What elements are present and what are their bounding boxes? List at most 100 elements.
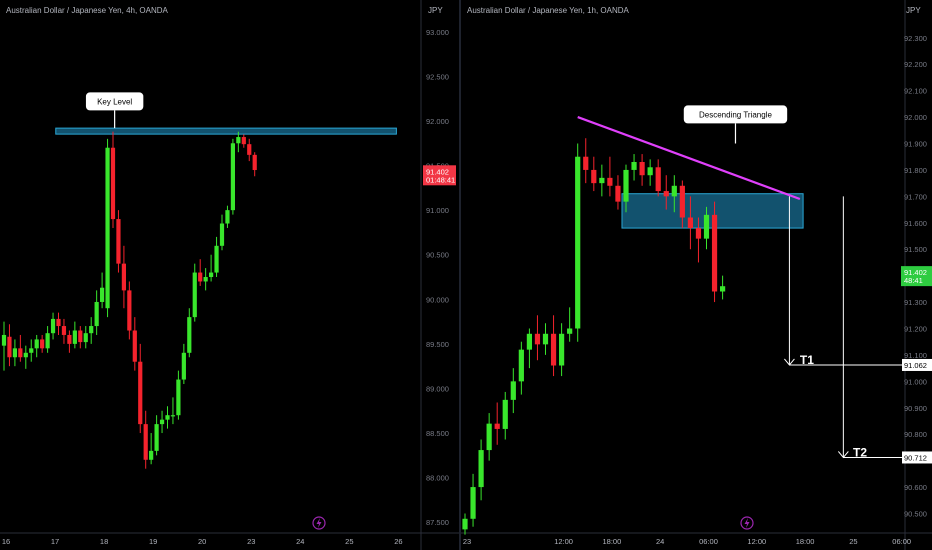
candle-body bbox=[225, 210, 230, 224]
candle-body bbox=[575, 156, 581, 329]
y-tick-label: 87.500 bbox=[426, 518, 449, 527]
candle-body bbox=[40, 339, 45, 349]
x-tick-label: 19 bbox=[149, 537, 157, 546]
x-tick-label: 25 bbox=[345, 537, 353, 546]
x-tick-label: 12:00 bbox=[554, 537, 573, 546]
level-price-tag bbox=[902, 451, 932, 464]
y-tick-label: 91.800 bbox=[904, 166, 927, 175]
candle-body bbox=[154, 424, 159, 451]
y-tick-label: 90.800 bbox=[904, 430, 927, 439]
candle-body bbox=[230, 143, 235, 211]
x-tick-label: 06:00 bbox=[699, 537, 718, 546]
y-tick-label: 92.100 bbox=[904, 87, 927, 96]
y-tick-label: 92.500 bbox=[426, 72, 449, 81]
chart-panel-1h[interactable]: 90.50090.60090.70090.80090.90091.00091.1… bbox=[461, 0, 932, 550]
chart-title-1h: Australian Dollar / Japanese Yen, 1h, OA… bbox=[467, 6, 629, 15]
chart-4h[interactable]: 87.500 88.000 88.500 89.000 89.500 90.000 90.5… bbox=[0, 0, 461, 550]
level-price-text: 90.712 bbox=[904, 453, 927, 462]
candle-body bbox=[671, 185, 677, 197]
candle-body bbox=[679, 185, 685, 218]
current-price-countdown: 01:48:41 bbox=[426, 175, 455, 184]
candle-body bbox=[83, 333, 88, 343]
callout-box bbox=[85, 92, 144, 111]
candle-body bbox=[478, 450, 484, 488]
candle-body bbox=[29, 348, 34, 353]
candle-body bbox=[176, 379, 181, 416]
y-tick-label: 93.000 bbox=[426, 28, 449, 37]
candle-body bbox=[607, 177, 613, 186]
x-tick-label: 18 bbox=[100, 537, 108, 546]
chart-panel-4h[interactable]: 87.500 88.000 88.500 89.000 89.500 90.000 90.5… bbox=[0, 0, 461, 550]
x-tick-label: 20 bbox=[198, 537, 206, 546]
current-price-value: 91.402 bbox=[904, 268, 927, 277]
candle-body bbox=[192, 272, 197, 318]
candle-body bbox=[720, 286, 726, 292]
x-tick-label: 25 bbox=[849, 537, 857, 546]
candle-body bbox=[143, 424, 148, 460]
descending-trendline bbox=[577, 116, 801, 201]
chart-1h[interactable]: 90.50090.60090.70090.80090.90091.00091.1… bbox=[461, 0, 932, 550]
candle-body bbox=[203, 277, 208, 282]
candle-body bbox=[631, 162, 637, 170]
candle-body bbox=[78, 330, 83, 343]
candle-body bbox=[462, 518, 468, 530]
y-tick-label: 92.000 bbox=[904, 113, 927, 122]
candle-body bbox=[94, 301, 99, 327]
candle-body bbox=[121, 263, 126, 291]
x-tick-label: 24 bbox=[296, 537, 304, 546]
currency-label-1h: JPY bbox=[906, 6, 921, 15]
candle-body bbox=[7, 336, 12, 358]
y-tick-label: 91.000 bbox=[904, 377, 927, 386]
x-tick-label: 06:00 bbox=[892, 537, 911, 546]
y-tick-label: 90.500 bbox=[426, 251, 449, 260]
candle-body bbox=[138, 361, 143, 425]
candle-body bbox=[159, 419, 165, 425]
candle-body bbox=[559, 333, 565, 366]
panel-divider[interactable] bbox=[459, 0, 461, 550]
x-tick-label: 23 bbox=[247, 537, 255, 546]
y-tick-label: 88.000 bbox=[426, 474, 449, 483]
x-tick-label: 24 bbox=[656, 537, 664, 546]
candle-body bbox=[23, 352, 28, 358]
candle-body bbox=[655, 167, 661, 192]
candle-body bbox=[241, 137, 246, 145]
x-tick-label: 18:00 bbox=[603, 537, 622, 546]
lightning-icon-bolt bbox=[744, 518, 750, 528]
candle-body bbox=[591, 169, 597, 184]
candle-body bbox=[695, 228, 702, 239]
candle-body bbox=[647, 167, 653, 176]
level-price-tag bbox=[902, 358, 932, 371]
y-tick-label: 89.500 bbox=[426, 340, 449, 349]
currency-label-4h: JPY bbox=[428, 6, 443, 15]
candle-body bbox=[583, 156, 589, 170]
chart-title-4h: Australian Dollar / Japanese Yen, 4h, OA… bbox=[6, 6, 168, 15]
x-tick-label: 16 bbox=[2, 537, 10, 546]
target-label: T1 bbox=[800, 353, 814, 367]
candle-body bbox=[247, 144, 252, 155]
candle-body bbox=[45, 333, 50, 349]
candle-body bbox=[615, 185, 621, 202]
candle-body bbox=[198, 272, 203, 282]
lightning-icon[interactable] bbox=[312, 516, 326, 530]
y-tick-label: 88.500 bbox=[426, 429, 449, 438]
candle-body bbox=[132, 330, 137, 362]
x-tick-label: 12:00 bbox=[747, 537, 766, 546]
current-price-countdown: 48:41 bbox=[904, 276, 923, 285]
y-tick-label: 90.900 bbox=[904, 404, 927, 413]
candle-body bbox=[181, 352, 186, 380]
candle-body bbox=[663, 191, 669, 197]
y-tick-label: 91.600 bbox=[904, 219, 927, 228]
candle-body bbox=[127, 290, 132, 331]
candle-body bbox=[165, 415, 170, 420]
y-tick-label: 90.000 bbox=[426, 295, 449, 304]
candle-body bbox=[252, 154, 257, 171]
x-tick-label: 23 bbox=[463, 537, 471, 546]
lightning-icon[interactable] bbox=[740, 516, 754, 530]
x-tick-label: 17 bbox=[51, 537, 59, 546]
y-tick-label: 91.700 bbox=[904, 192, 927, 201]
target-label: T2 bbox=[853, 445, 867, 459]
candle-body bbox=[518, 349, 524, 382]
y-tick-label: 91.100 bbox=[904, 351, 927, 360]
y-tick-label: 91.200 bbox=[904, 325, 927, 334]
x-tick-label: 26 bbox=[394, 537, 402, 546]
